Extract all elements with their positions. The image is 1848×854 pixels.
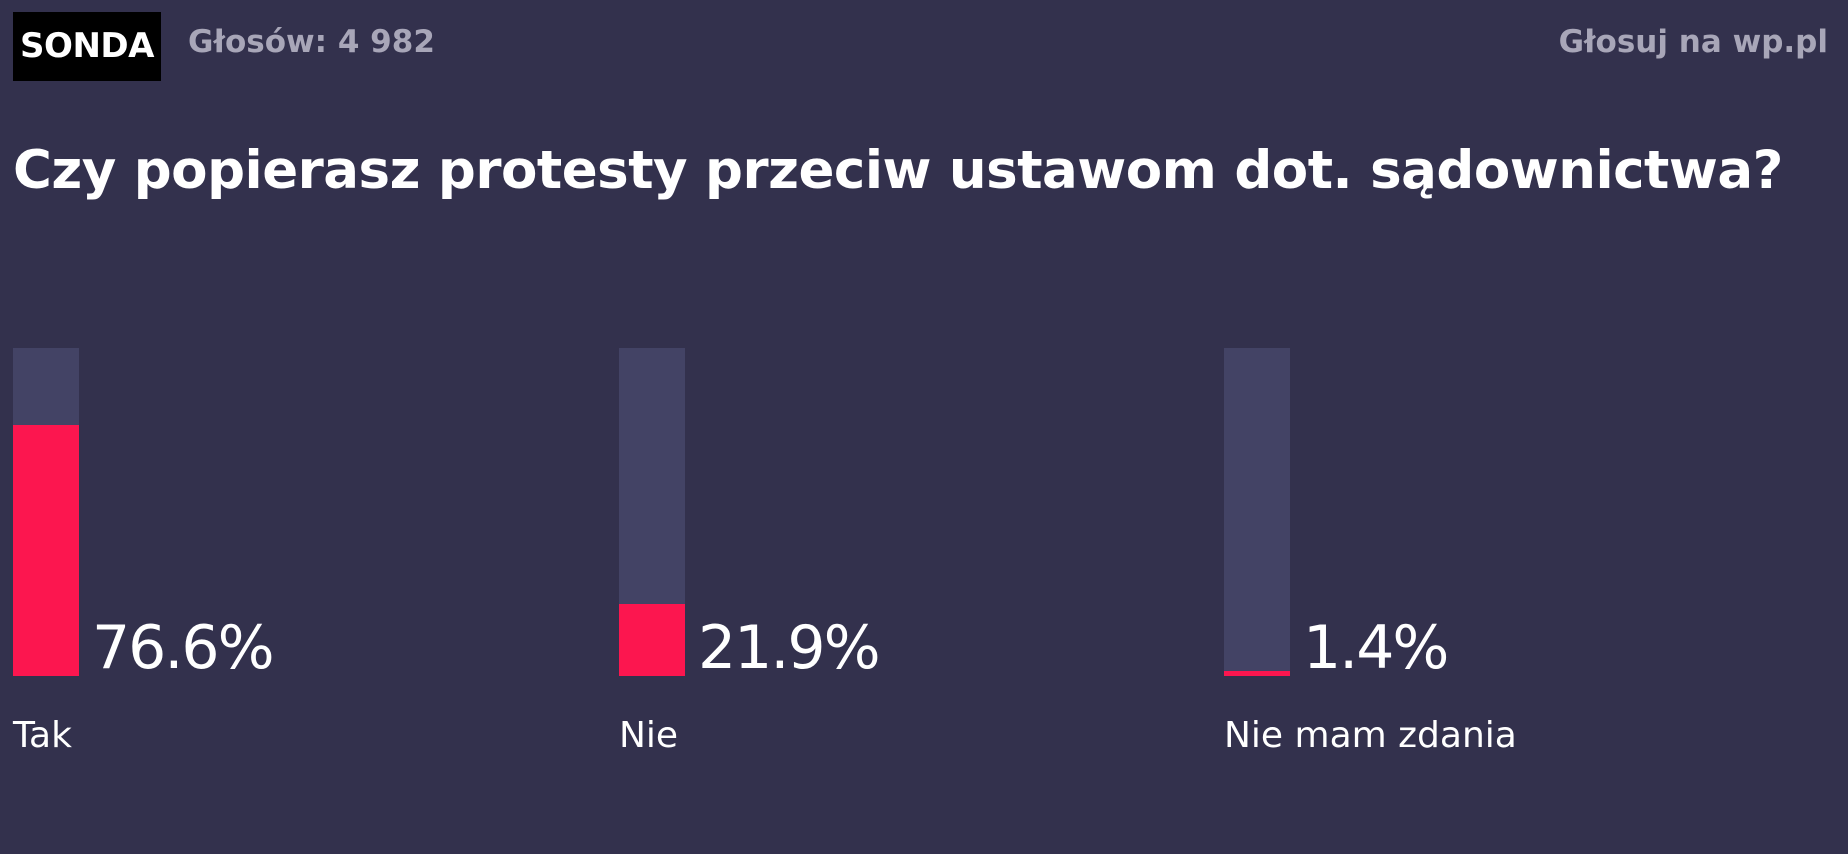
bar-fill [13,425,79,676]
bar-track [619,348,685,676]
bar-fill [1224,671,1290,676]
percentage-label: 76.6% [92,613,275,683]
poll-option: 1.4% Nie mam zdania [1211,348,1731,768]
bar-track [13,348,79,676]
vote-on-wp-link[interactable]: Głosuj na wp.pl [1558,24,1828,60]
bar-track [1224,348,1290,676]
poll-question: Czy popierasz protesty przeciw ustawom d… [13,140,1783,201]
bar-fill [619,604,685,676]
poll-option: 76.6% Tak [0,348,520,768]
poll-header: SONDA Głosów: 4 982 Głosuj na wp.pl [0,0,1848,90]
votes-count: Głosów: 4 982 [188,24,435,60]
percentage-label: 21.9% [698,613,881,683]
poll-option: 21.9% Nie [606,348,1126,768]
option-label: Tak [13,715,72,756]
option-label: Nie [619,715,679,756]
percentage-label: 1.4% [1303,613,1449,683]
option-label: Nie mam zdania [1224,715,1517,756]
sonda-badge: SONDA [13,12,161,81]
